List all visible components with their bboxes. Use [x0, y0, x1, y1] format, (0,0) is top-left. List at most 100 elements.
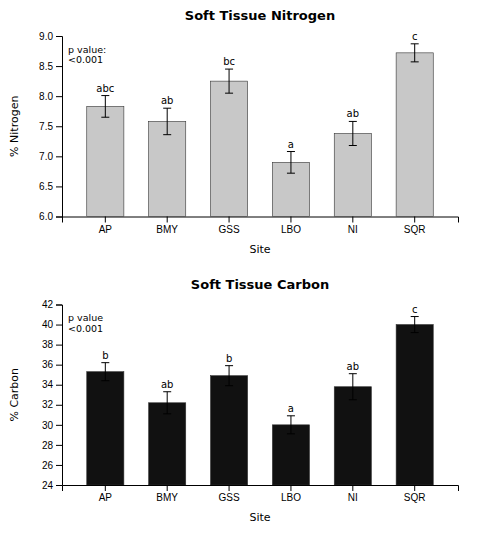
error-line [229, 366, 230, 386]
error-bar [411, 317, 419, 333]
y-axis-title: % Carbon [8, 368, 21, 422]
y-tick-label: 24 [42, 480, 54, 491]
y-tick-label: 30 [42, 420, 54, 431]
x-axis-line [63, 486, 459, 492]
y-tick: 8.5 [39, 61, 62, 72]
y-axis-title: % Nitrogen [8, 96, 21, 157]
y-tick-label: 6.5 [39, 181, 53, 192]
annotation-line: <0.001 [68, 54, 103, 65]
x-tick-label: NI [348, 492, 358, 503]
x-tick-label: BMY [156, 492, 178, 503]
error-line [290, 152, 291, 174]
significance-letter: b [226, 353, 232, 364]
y-tick-mark [56, 156, 62, 157]
y-tick-label: 8.0 [39, 91, 53, 102]
y-tick: 9.0 [39, 31, 62, 42]
error-bar [163, 108, 171, 134]
bar [396, 325, 433, 485]
annotation-line: <0.001 [68, 323, 103, 334]
error-bar [225, 366, 233, 386]
error-line [290, 416, 291, 434]
y-tick-mark [56, 325, 62, 326]
y-tick: 26 [42, 460, 62, 471]
error-cap [101, 95, 109, 96]
x-tick: GSS [219, 217, 240, 235]
y-tick-mark [56, 365, 62, 366]
error-cap [287, 173, 295, 174]
x-axis: APBMYGSSLBONISQR [63, 485, 459, 503]
error-bar [225, 69, 233, 93]
x-tick-label: SQR [404, 492, 426, 503]
x-tick-mark [290, 217, 291, 223]
x-tick-label: GSS [219, 224, 240, 235]
marks [87, 44, 434, 217]
y-tick-label: 28 [42, 440, 54, 451]
x-tick: BMY [156, 217, 178, 235]
x-tick-mark [229, 485, 230, 491]
error-cap [225, 385, 233, 386]
x-tick-label: NI [348, 224, 358, 235]
error-line [105, 363, 106, 381]
x-tick: AP [99, 217, 113, 235]
x-tick: AP [99, 485, 113, 503]
significance-letter: ab [347, 108, 359, 119]
x-axis: APBMYGSSLBONISQR [63, 217, 459, 235]
y-tick-mark [56, 217, 62, 218]
significance-letter: abc [96, 83, 114, 94]
error-cap [101, 362, 109, 363]
y-tick-label: 38 [42, 339, 54, 350]
p-value-annotation: p value:<0.001 [68, 44, 106, 66]
y-tick: 30 [42, 420, 62, 431]
y-tick: 7.5 [39, 121, 62, 132]
y-tick-mark [56, 126, 62, 127]
y-tick-mark [56, 66, 62, 67]
x-tick: BMY [156, 485, 178, 503]
y-tick-label: 8.5 [39, 61, 53, 72]
panel: 6.06.57.07.58.08.59.0APBMYGSSLBONISQRSit… [8, 8, 459, 256]
y-axis: 24262830323436384042 [42, 299, 63, 491]
error-cap [411, 43, 419, 44]
error-line [414, 317, 415, 333]
y-tick-mark [56, 405, 62, 406]
y-tick-mark [56, 465, 62, 466]
error-cap [287, 433, 295, 434]
error-line [167, 392, 168, 414]
error-bar [411, 44, 419, 62]
error-bar [287, 152, 295, 174]
title: Soft Tissue Carbon [191, 277, 329, 292]
bar [211, 376, 248, 485]
y-tick-mark [56, 96, 62, 97]
plot-area: 6.06.57.07.58.08.59.0APBMYGSSLBONISQRSit… [8, 31, 459, 256]
error-cap [163, 108, 171, 109]
error-cap [411, 316, 419, 317]
significance-letter: a [288, 403, 294, 414]
y-tick-label: 7.0 [39, 151, 53, 162]
x-axis-line [63, 217, 459, 223]
y-tick-mark [56, 345, 62, 346]
x-tick-label: AP [99, 492, 113, 503]
x-tick-label: BMY [156, 224, 178, 235]
error-cap [411, 332, 419, 333]
error-cap [349, 121, 357, 122]
bar [211, 81, 248, 216]
x-tick-label: AP [99, 224, 113, 235]
x-tick-mark [105, 485, 106, 491]
significance-letter: ab [347, 361, 359, 372]
x-axis-title: Site [249, 243, 270, 256]
bar [396, 53, 433, 217]
significance-letter: b [102, 350, 108, 361]
significance-letter: bc [223, 56, 235, 67]
error-cap [163, 413, 171, 414]
error-bar [349, 121, 357, 145]
y-tick: 34 [42, 379, 62, 390]
y-tick-label: 42 [42, 299, 54, 310]
y-tick: 32 [42, 399, 62, 410]
x-axis-title: Site [249, 511, 270, 524]
x-tick-mark [352, 485, 353, 491]
x-tick: NI [348, 217, 358, 235]
y-tick: 8.0 [39, 91, 62, 102]
x-tick-mark [352, 217, 353, 223]
y-axis: 6.06.57.07.58.08.59.0 [39, 31, 62, 223]
error-bar [163, 392, 171, 414]
y-tick-mark [56, 425, 62, 426]
